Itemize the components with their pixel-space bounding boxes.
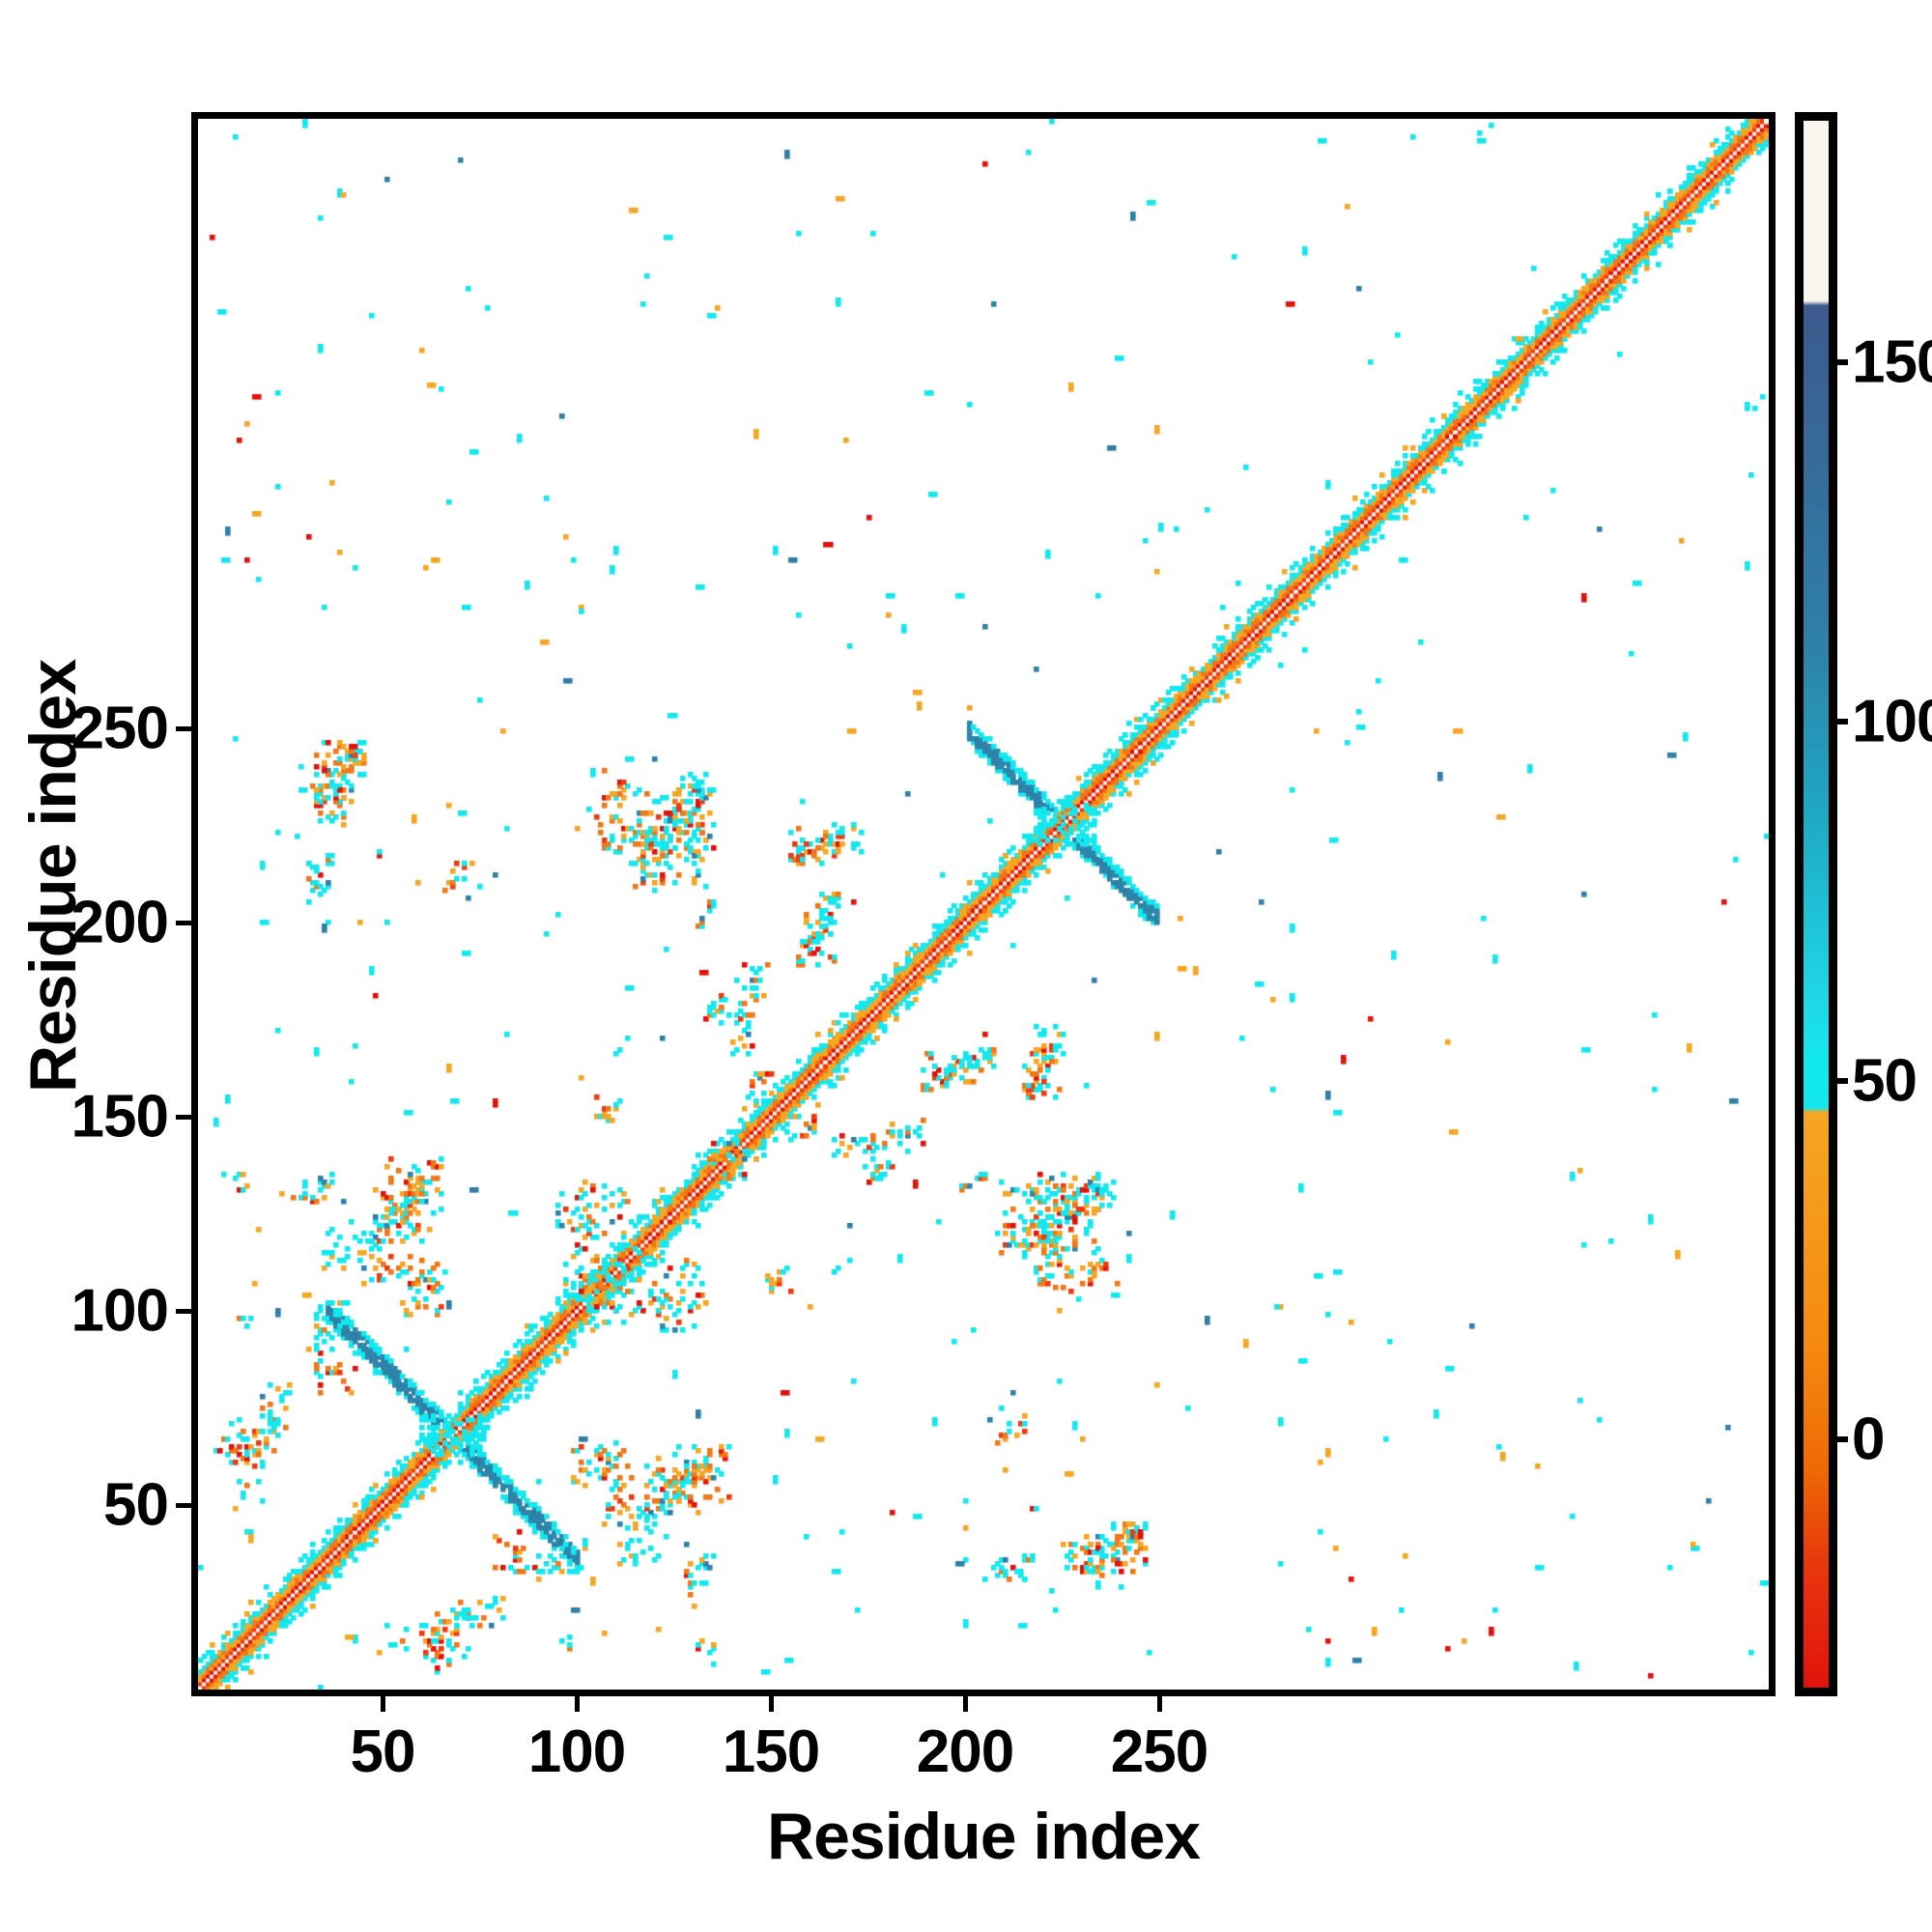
colorbar-tick-0 <box>1834 1436 1848 1442</box>
y-tick-label-250: 250 <box>71 695 169 762</box>
x-axis-title: Residue index <box>766 1800 1201 1873</box>
y-tick-label-100: 100 <box>71 1277 169 1345</box>
x-tick-label-50: 50 <box>350 1719 416 1785</box>
x-tick-label-200: 200 <box>916 1719 1014 1785</box>
colorbar-tick-label-0: 0 <box>1852 1406 1885 1473</box>
colorbar-tick-50 <box>1834 1078 1848 1084</box>
y-tick-200 <box>176 921 191 925</box>
contact-map-plot <box>191 112 1776 1696</box>
x-tick-50 <box>381 1696 385 1712</box>
y-axis-title: Residue index <box>16 659 90 1094</box>
colorbar-tick-150 <box>1834 359 1848 365</box>
y-tick-50 <box>176 1503 191 1508</box>
x-tick-label-250: 250 <box>1110 1719 1208 1785</box>
x-tick-100 <box>575 1696 580 1712</box>
x-tick-label-150: 150 <box>722 1719 820 1785</box>
y-tick-label-200: 200 <box>71 889 169 956</box>
y-tick-label-50: 50 <box>103 1471 169 1539</box>
x-tick-150 <box>769 1696 774 1712</box>
colorbar-tick-label-50: 50 <box>1852 1047 1918 1115</box>
colorbar-tick-label-150: 150 <box>1852 328 1932 396</box>
colorbar-tick-label-100: 100 <box>1852 688 1932 755</box>
contact-map-canvas <box>198 119 1769 1690</box>
y-tick-label-150: 150 <box>71 1083 169 1151</box>
colorbar-tick-100 <box>1834 719 1848 724</box>
y-tick-150 <box>176 1115 191 1120</box>
colorbar <box>1795 112 1837 1696</box>
colorbar-gradient <box>1804 121 1829 1688</box>
x-tick-200 <box>963 1696 968 1712</box>
y-tick-100 <box>176 1309 191 1314</box>
y-tick-250 <box>176 726 191 731</box>
x-tick-label-100: 100 <box>527 1719 626 1785</box>
x-tick-250 <box>1157 1696 1162 1712</box>
